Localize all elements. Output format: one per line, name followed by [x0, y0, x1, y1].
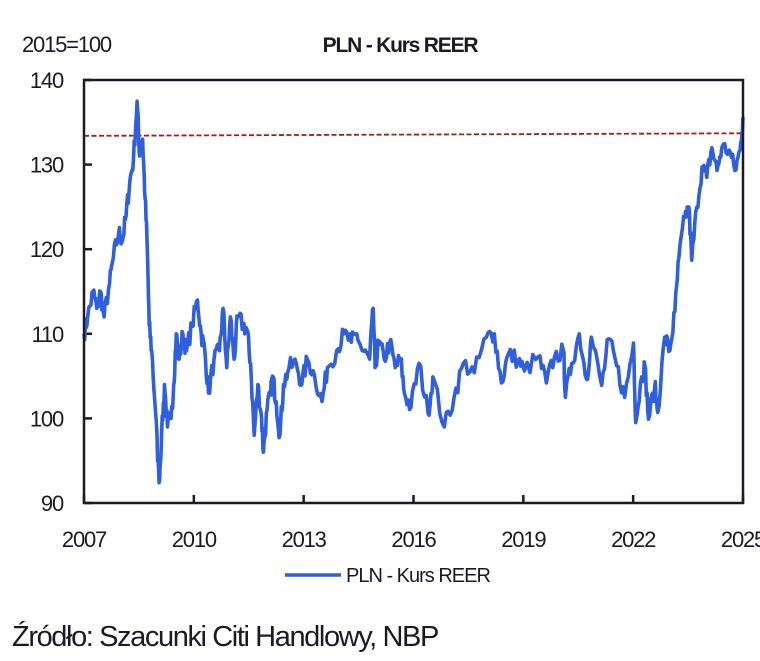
y-tick-label: 140: [30, 68, 64, 93]
plot-frame: [82, 78, 745, 505]
x-tick-label: 2025: [721, 527, 760, 552]
x-tick-label: 2016: [391, 527, 436, 552]
x-axis: 2007 2010 2013 2016 2019 2022 2025: [62, 495, 760, 552]
y-tick-label: 130: [30, 153, 64, 178]
y-axis: 90 100 110 120 130 140: [30, 68, 92, 516]
y-tick-label: 90: [41, 491, 64, 516]
unit-label: 2015=100: [22, 32, 112, 57]
x-tick-label: 2022: [611, 527, 656, 552]
x-tick-label: 2010: [172, 527, 217, 552]
legend: PLN - Kurs REER: [285, 565, 491, 587]
series-line-pln-reer: [82, 99, 745, 485]
x-tick-label: 2019: [501, 527, 546, 552]
y-tick-label: 100: [30, 406, 64, 431]
chart-title: PLN - Kurs REER: [323, 34, 479, 57]
y-tick-label: 120: [30, 237, 64, 262]
source-note: Źródło: Szacunki Citi Handlowy, NBP: [12, 620, 438, 653]
x-tick-label: 2007: [62, 527, 107, 552]
y-tick-label: 110: [32, 322, 64, 347]
x-tick-label: 2013: [282, 527, 327, 552]
legend-label: PLN - Kurs REER: [346, 565, 490, 587]
reference-line: [83, 132, 744, 137]
